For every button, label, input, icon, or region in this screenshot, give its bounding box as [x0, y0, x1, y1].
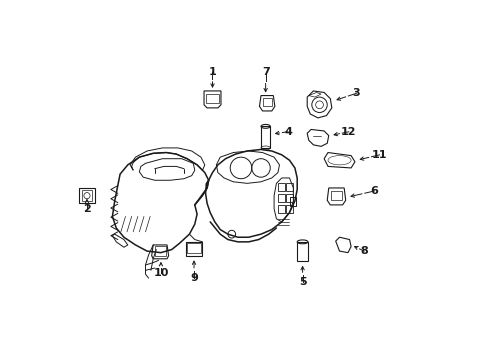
Text: 2: 2 [83, 204, 91, 214]
Text: 6: 6 [369, 186, 377, 196]
Text: 12: 12 [340, 127, 356, 137]
Text: 3: 3 [352, 88, 360, 98]
Bar [297, 242, 307, 261]
Bar [79, 188, 95, 203]
Text: 4: 4 [284, 127, 291, 137]
Bar [277, 194, 285, 202]
Text: 8: 8 [360, 246, 367, 256]
Bar [185, 242, 202, 256]
Bar [154, 247, 165, 256]
Text: 7: 7 [261, 67, 269, 77]
Text: 10: 10 [153, 267, 168, 278]
Text: 1: 1 [208, 67, 216, 77]
Bar [286, 183, 293, 191]
Bar [277, 205, 285, 213]
Bar [286, 205, 293, 213]
Text: 11: 11 [371, 150, 386, 160]
Bar [262, 98, 271, 105]
Text: 5: 5 [298, 277, 306, 287]
Bar [286, 194, 293, 202]
Bar [261, 126, 270, 148]
Bar [187, 243, 201, 253]
Bar [330, 191, 341, 200]
Text: 9: 9 [190, 273, 198, 283]
Bar [206, 94, 218, 103]
Bar [277, 183, 285, 191]
Bar [290, 197, 296, 206]
Bar [81, 190, 92, 201]
